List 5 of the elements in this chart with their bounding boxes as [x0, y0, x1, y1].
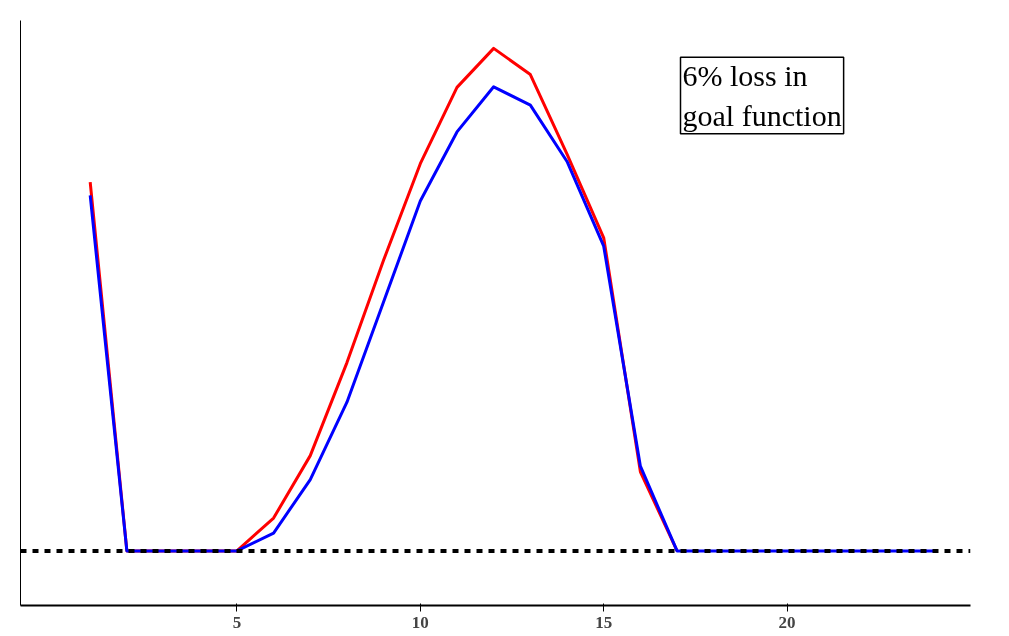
x-tick-label: 5: [232, 612, 242, 632]
x-tick-label: 10: [411, 612, 429, 632]
x-tick-label: 20: [778, 612, 796, 632]
x-tick-label: 15: [595, 612, 613, 632]
annotation: 6% loss in goal function: [682, 59, 842, 132]
